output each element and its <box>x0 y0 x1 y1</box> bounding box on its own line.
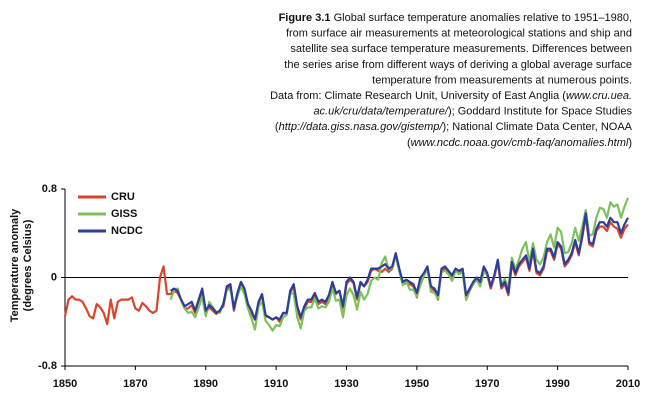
caption-text: www.cru.uea. <box>566 90 632 102</box>
y-tick-label: -0.8 <box>38 360 57 372</box>
caption-line: (www.ncdc.noaa.gov/cmb-faq/anomalies.htm… <box>407 137 632 149</box>
x-tick-label: 1890 <box>194 378 218 390</box>
caption-text: ( <box>407 137 411 149</box>
caption-line: the series arise from different ways of … <box>284 59 632 71</box>
caption-text: Data from: Climate Research Unit, Univer… <box>270 90 566 102</box>
x-tick-label: 1910 <box>264 378 288 390</box>
caption-text: ); Goddard Institute for Space Studies <box>448 106 633 118</box>
x-tick-label: 1970 <box>475 378 499 390</box>
y-tick-label: 0.8 <box>42 183 57 195</box>
caption-text: the series arise from different ways of … <box>284 59 632 71</box>
caption-line: satellite sea surface temperature measur… <box>290 43 632 55</box>
y-axis-label: Temperature anomaly <box>9 208 21 322</box>
caption-text: ( <box>275 121 279 133</box>
legend-label: NCDC <box>111 225 143 237</box>
x-tick-label: 2010 <box>616 378 640 390</box>
y-tick-label: 0 <box>51 271 57 283</box>
caption-line: Data from: Climate Research Unit, Univer… <box>270 90 632 102</box>
caption-text: from surface air measurements at meteoro… <box>286 28 632 40</box>
series-line <box>169 212 629 321</box>
caption-text: Global surface temperature anomalies rel… <box>331 12 632 24</box>
y-axis-label: (degrees Celsius) <box>22 219 34 311</box>
caption-line: from surface air measurements at meteoro… <box>286 28 632 40</box>
caption-text: ); National Climate Data Center, NOAA <box>442 121 632 133</box>
x-tick-label: 1850 <box>53 378 77 390</box>
caption-text: ac.uk/cru/data/temperature/ <box>313 106 448 118</box>
series-line <box>63 214 629 326</box>
caption-line: temperature from measurements at numerou… <box>372 74 632 86</box>
caption-text: satellite sea surface temperature measur… <box>290 43 632 55</box>
caption-text: http://data.giss.nasa.gov/gistemp/ <box>279 121 444 133</box>
legend-label: CRU <box>111 191 135 203</box>
caption-text: www.ncdc.noaa.gov/cmb-faq/anomalies.html <box>411 137 629 149</box>
x-tick-label: 1990 <box>545 378 569 390</box>
caption-line: (http://data.giss.nasa.gov/gistemp/); Na… <box>275 121 633 133</box>
x-tick-label: 1950 <box>405 378 429 390</box>
caption-text: ) <box>628 137 632 149</box>
x-tick-label: 1870 <box>123 378 147 390</box>
caption-line: ac.uk/cru/data/temperature/); Goddard In… <box>313 106 632 118</box>
caption-text: temperature from measurements at numerou… <box>372 74 632 86</box>
figure-label: Figure 3.1 <box>279 12 331 24</box>
caption-line: Figure 3.1 Global surface temperature an… <box>279 12 632 24</box>
x-tick-label: 1930 <box>334 378 358 390</box>
legend-label: GISS <box>111 208 137 220</box>
